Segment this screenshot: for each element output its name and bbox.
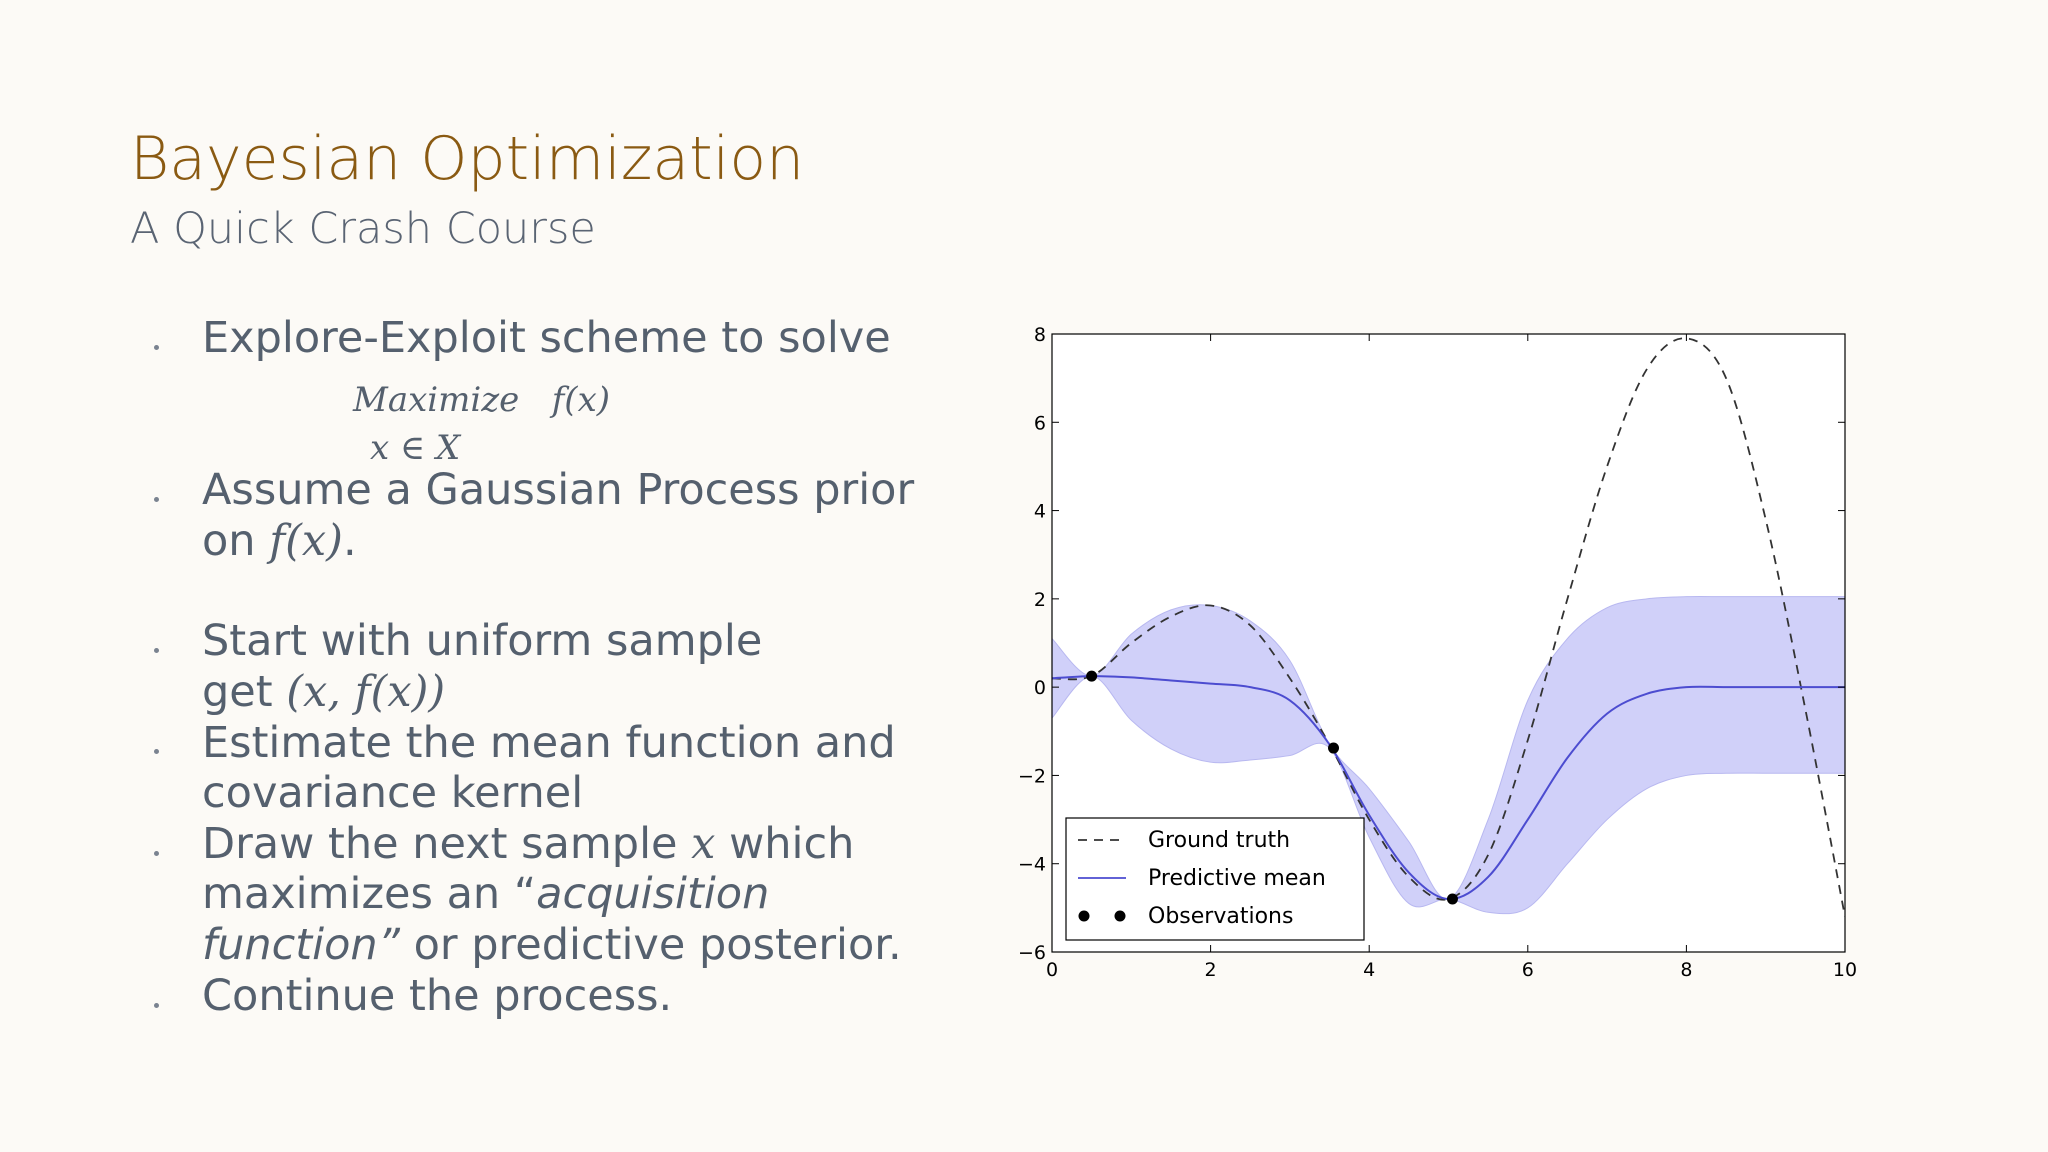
bullet-list: Explore-Exploit scheme to solve Maximize…: [0, 0, 914, 1152]
legend-box: [1065, 817, 1365, 941]
bullet-2-line-2: on f(x).: [202, 516, 357, 566]
y-tick-label: 2: [1034, 589, 1046, 611]
bullet-5-prefix: Draw the next sample: [202, 819, 692, 869]
bullet-5-function: function”: [202, 920, 400, 970]
bullet-5-math: x: [691, 819, 716, 869]
bullet-5-line-1: Draw the next sample x which: [202, 819, 854, 869]
bullet-dot-icon: [154, 1003, 159, 1008]
x-tick-label: 4: [1363, 959, 1375, 981]
bullet-5-suffix: which: [715, 819, 855, 869]
x-tick-label: 2: [1205, 959, 1217, 981]
bullet-1-line-1: Explore-Exploit scheme to solve: [202, 313, 891, 363]
x-tick-label: 8: [1680, 959, 1692, 981]
legend-marker: [1078, 910, 1090, 922]
bullet-dot-icon: [154, 345, 159, 350]
gp-chart: 0 2 4 6 8 10 −6 −4 −2 0 2 4 6 8 Ground truth Predictive…: [1018, 324, 1857, 981]
x-tick-label: 10: [1833, 959, 1857, 981]
legend-label: Predictive mean: [1148, 866, 1326, 891]
equation-maximize-label: Maximize: [353, 380, 520, 420]
y-tick-label: 4: [1034, 501, 1046, 523]
equation-constraint: x ∈ X: [370, 428, 461, 468]
equation-objective: f(x): [551, 380, 611, 420]
y-tick-label: 8: [1034, 324, 1046, 346]
bullet-dot-icon: [154, 497, 159, 502]
bullet-6-line-1: Continue the process.: [202, 971, 673, 1021]
observation-point: [1328, 742, 1340, 754]
y-tick-label: 6: [1034, 412, 1046, 434]
bullet-5-line-3-suffix: or predictive posterior.: [399, 920, 902, 970]
legend-label: Observations: [1148, 904, 1293, 929]
bullet-2-line-1: Assume a Gaussian Process prior: [202, 465, 915, 515]
slide-title: Bayesian Optimization: [130, 124, 805, 194]
bullet-2-suffix: .: [342, 516, 357, 566]
bullet-dot-icon: [154, 749, 159, 754]
bullet-4-line-2: covariance kernel: [202, 768, 584, 818]
slide-subtitle: A Quick Crash Course: [130, 204, 596, 254]
y-tick-label: −2: [1018, 765, 1046, 787]
plot-frame: [1051, 333, 1846, 953]
bullet-2-prefix: on: [202, 516, 270, 566]
y-tick-label: 0: [1034, 677, 1046, 699]
bullet-2-math: f(x): [269, 516, 343, 566]
y-tick-label: −4: [1018, 854, 1046, 876]
observation-point: [1446, 893, 1458, 905]
bullet-dot-icon: [154, 851, 159, 856]
bullet-5-line-2: maximizes an “acquisition: [202, 869, 769, 919]
bullet-5-line-3: function” or predictive posterior.: [202, 920, 902, 970]
bullet-3-line-1: Start with uniform sample: [202, 616, 763, 666]
legend-marker: [1114, 910, 1126, 922]
bullet-5-line-2-prefix: maximizes an “: [202, 869, 537, 919]
y-tick-label: −6: [1018, 942, 1046, 964]
equation-maximize: Maximize f(x): [353, 380, 610, 420]
bullet-4-line-1: Estimate the mean function and: [202, 718, 896, 768]
x-tick-label: 0: [1046, 959, 1058, 981]
bullet-3-line-2: get (x, f(x)): [202, 667, 445, 717]
x-tick-label: 6: [1522, 959, 1534, 981]
observation-point: [1086, 670, 1098, 682]
bullet-5-acquisition: acquisition: [536, 869, 770, 919]
bullet-3-math: (x, f(x)): [286, 667, 446, 717]
legend-label: Ground truth: [1148, 828, 1290, 853]
ground-truth-line: [1052, 337, 1845, 917]
bullet-3-prefix: get: [202, 667, 287, 717]
bullet-dot-icon: [154, 648, 159, 653]
